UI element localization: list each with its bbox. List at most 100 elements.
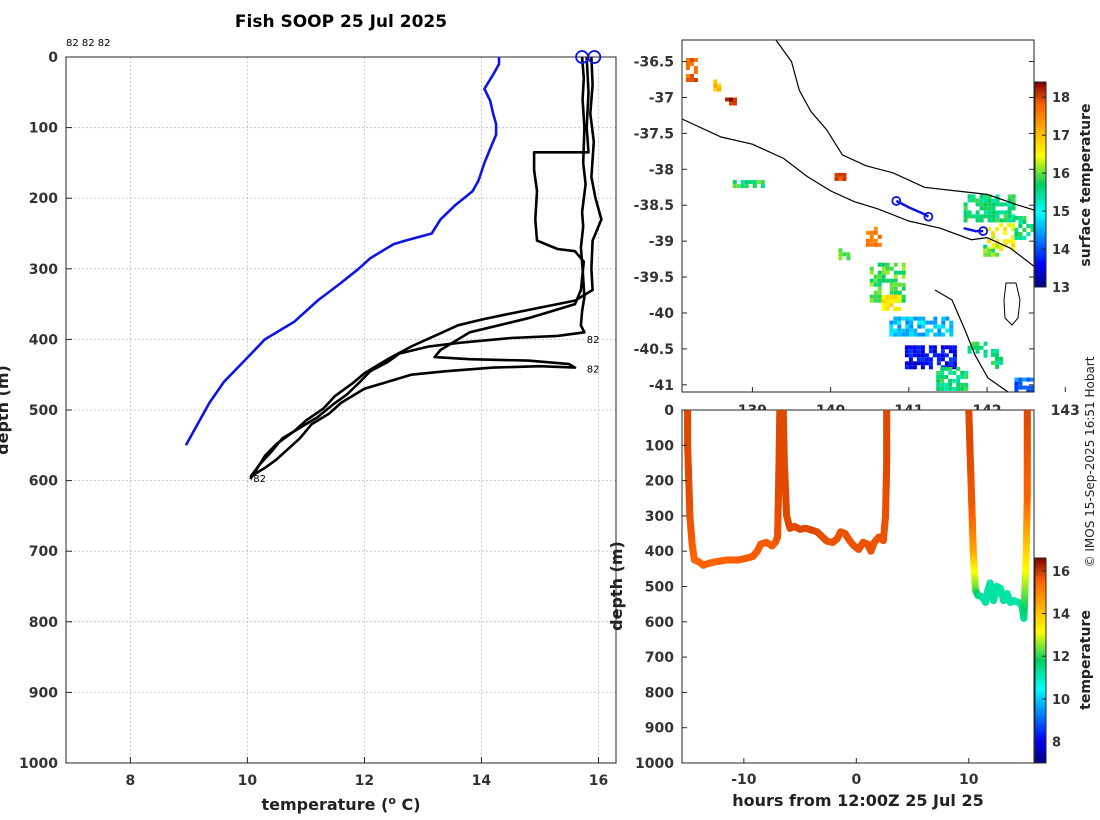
map-sst-pixel xyxy=(713,79,718,84)
map-sst-pixel xyxy=(991,218,996,223)
map-sst-pixel xyxy=(1014,381,1019,386)
map-sst-pixel xyxy=(991,214,996,219)
map-sst-pixel xyxy=(869,238,874,243)
map-sst-pixel xyxy=(921,316,926,321)
map-sst-pixel xyxy=(1054,260,1058,264)
map-sst-pixel xyxy=(893,274,898,279)
map-sst-pixel xyxy=(897,295,902,299)
map-sst-pixel xyxy=(991,348,995,353)
map-sst-pixel xyxy=(987,194,992,199)
map-sst-pixel xyxy=(689,62,694,66)
map-sst-pixel xyxy=(1074,264,1078,268)
map-colorbar-tick-label: 15 xyxy=(1052,205,1070,220)
map-sst-pixel xyxy=(1086,268,1090,272)
map-ytick-label: -40 xyxy=(649,306,675,322)
map-sst-pixel xyxy=(928,349,933,354)
map-sst-pixel xyxy=(956,378,961,383)
map-sst-pixel xyxy=(1018,216,1023,220)
map-sst-pixel xyxy=(1054,265,1058,269)
map-sst-pixel xyxy=(1058,265,1062,269)
map-sst-pixel xyxy=(999,223,1004,228)
map-sst-pixel xyxy=(987,227,992,232)
map-sst-pixel xyxy=(1003,214,1008,219)
map-sst-pixel xyxy=(846,252,851,257)
map-sst-pixel xyxy=(1073,226,1077,230)
map-sst-pixel xyxy=(928,365,933,370)
map-sst-pixel xyxy=(979,198,984,203)
map-sst-pixel xyxy=(1062,264,1066,268)
map-sst-pixel xyxy=(995,239,1000,244)
map-sst-pixel xyxy=(1018,224,1023,228)
map-sst-pixel xyxy=(913,328,918,333)
map-sst-pixel xyxy=(952,353,957,358)
map-sst-pixel xyxy=(1078,268,1082,272)
map-sst-pixel xyxy=(987,214,992,219)
map-sst-pixel xyxy=(1070,260,1074,264)
map-sst-pixel xyxy=(956,382,961,387)
map-sst-pixel xyxy=(885,270,890,275)
map-sst-pixel xyxy=(873,298,878,303)
map-sst-pixel xyxy=(865,242,870,247)
map-sst-pixel xyxy=(1014,232,1019,236)
map-colorbar-tick-label: 14 xyxy=(1052,243,1070,258)
map-sst-pixel xyxy=(1022,236,1027,240)
map-ytick-label: -36.5 xyxy=(634,55,674,71)
map-sst-pixel xyxy=(1058,261,1062,265)
map-sst-pixel xyxy=(913,316,918,321)
map-sst-pixel xyxy=(999,247,1004,252)
profile-line-climatology xyxy=(184,57,501,446)
map-sst-pixel xyxy=(967,194,972,199)
map-sst-pixel xyxy=(999,243,1004,248)
map-sst-pixel xyxy=(881,274,886,279)
map-sst-pixel xyxy=(932,345,937,350)
map-sst-pixel xyxy=(885,262,890,267)
map-sst-pixel xyxy=(1073,234,1077,238)
map-sst-pixel xyxy=(971,341,976,346)
map-sst-pixel xyxy=(979,194,984,199)
map-sst-pixel xyxy=(869,266,874,271)
map-sst-pixel xyxy=(948,357,953,362)
map-sst-pixel xyxy=(901,274,906,279)
map-sst-pixel xyxy=(1007,198,1012,203)
map-sst-pixel xyxy=(933,332,938,337)
map-sst-pixel xyxy=(967,345,972,350)
map-sst-pixel xyxy=(956,366,961,371)
map-sst-pixel xyxy=(901,332,906,337)
map-sst-pixel xyxy=(1094,252,1098,256)
map-sst-pixel xyxy=(897,328,902,333)
section-colorbar-tick-label: 14 xyxy=(1052,608,1070,623)
map-sst-pixel xyxy=(838,176,843,181)
map-sst-pixel xyxy=(912,361,917,366)
map-sst-pixel xyxy=(729,101,733,106)
map-sst-pixel xyxy=(960,374,965,379)
map-sst-pixel xyxy=(975,218,980,223)
map-sst-pixel xyxy=(995,198,1000,203)
map-ytick-label: -37.5 xyxy=(634,126,674,142)
map-sst-pixel xyxy=(1073,230,1077,234)
map-sst-pixel xyxy=(983,349,988,354)
map-sst-pixel xyxy=(842,176,847,181)
map-sst-pixel xyxy=(920,365,925,370)
map-sst-pixel xyxy=(1011,243,1016,248)
map-sst-pixel xyxy=(893,299,898,303)
map-sst-pixel xyxy=(1030,224,1034,228)
map-sst-pixel xyxy=(1070,249,1074,253)
map-colorbar-label: surface temperature xyxy=(1078,103,1094,266)
map-sst-pixel xyxy=(909,328,914,333)
map-sst-pixel xyxy=(936,361,941,366)
map-sst-pixel xyxy=(1065,230,1069,234)
map-sst-pixel xyxy=(940,374,945,379)
map-sst-pixel xyxy=(873,282,878,287)
map-sst-pixel xyxy=(991,198,996,203)
profile-point-labels: 82 82 82 xyxy=(253,335,599,485)
map-sst-pixel xyxy=(964,382,969,387)
map-sst-pixel xyxy=(1065,198,1069,202)
map-sst-pixel xyxy=(928,357,933,362)
map-sst-pixel xyxy=(897,282,902,287)
map-sst-pixel xyxy=(733,97,737,102)
map-sst-pixel xyxy=(936,370,941,375)
map-sst-pixel xyxy=(948,349,953,354)
map-sst-pixel xyxy=(983,252,988,257)
map-island xyxy=(1003,282,1021,326)
map-sst-pixel xyxy=(916,353,921,358)
